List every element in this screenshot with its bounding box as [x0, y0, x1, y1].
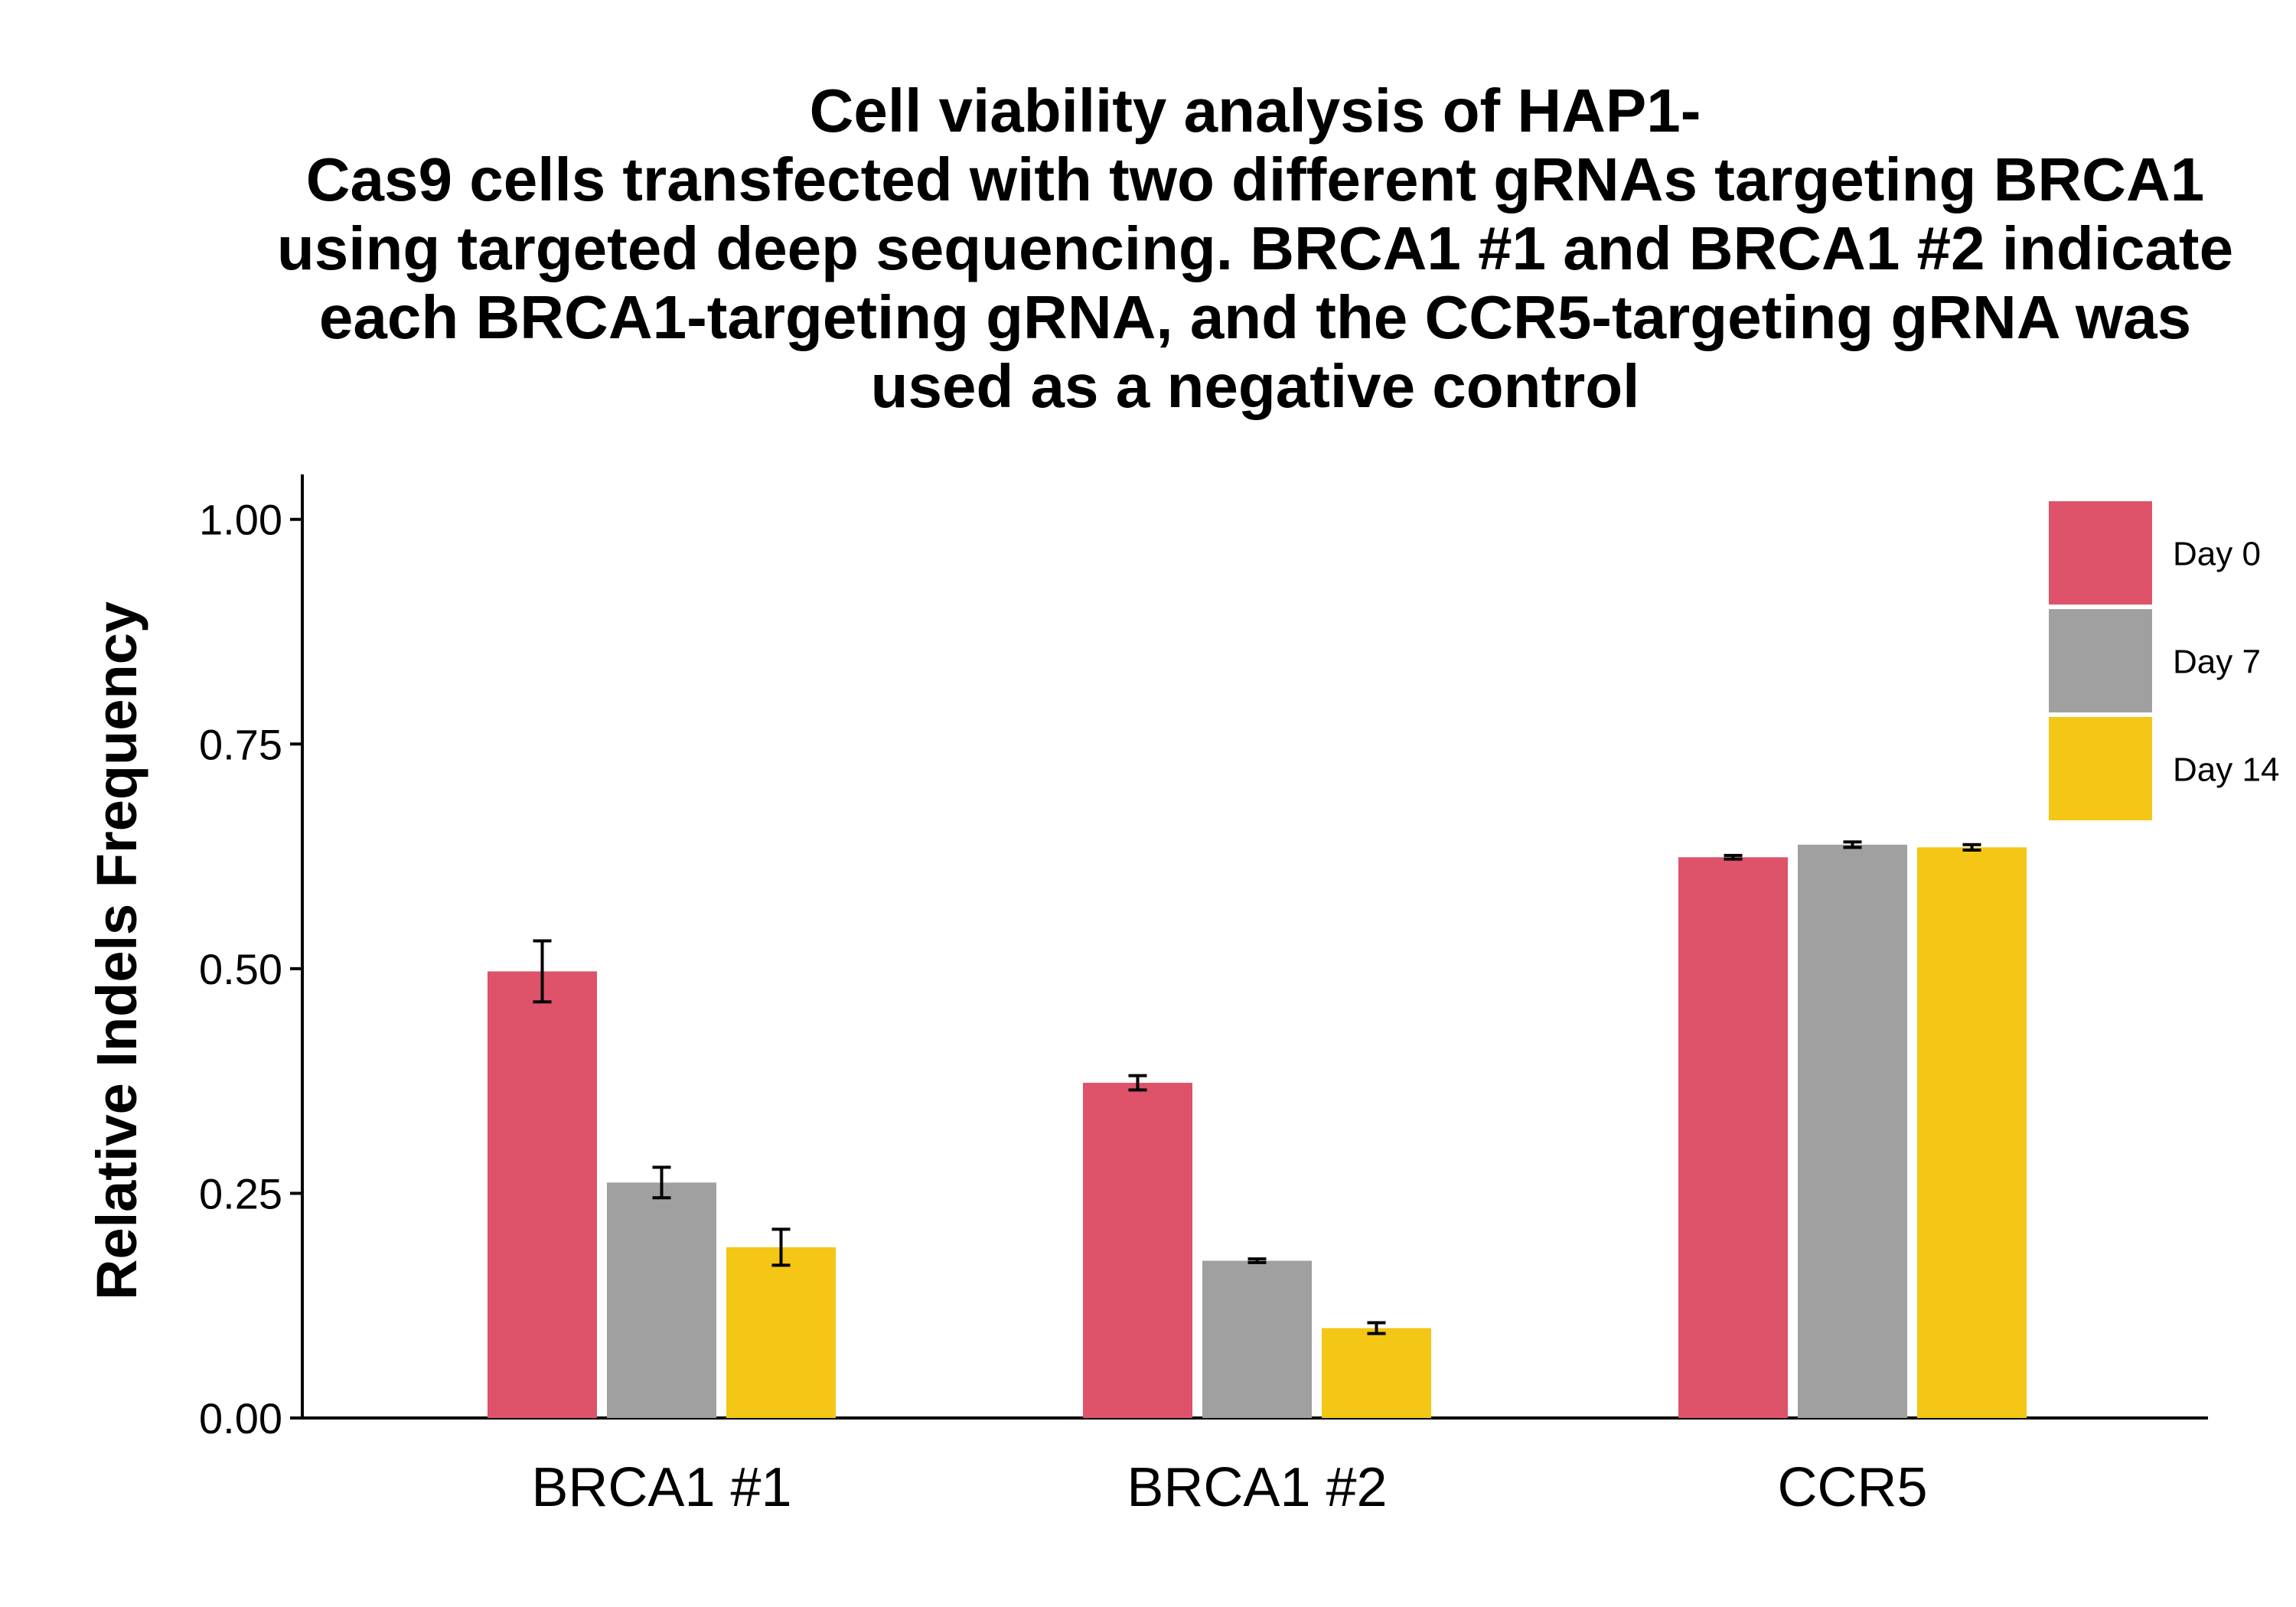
x-category-label: BRCA1 #1 — [531, 1457, 791, 1518]
legend-key-2 — [2049, 609, 2152, 712]
bar-2-3 — [1322, 1328, 1431, 1418]
bar-3-2 — [1798, 844, 1907, 1418]
bar-1-1 — [488, 971, 597, 1418]
y-tick-label: 0.75 — [199, 720, 282, 768]
title-line-5: used as a negative control — [870, 352, 1640, 420]
title-line-1: Cell viability analysis of HAP1- — [809, 77, 1701, 145]
x-category-label: BRCA1 #2 — [1127, 1457, 1387, 1518]
bar-1-3 — [726, 1247, 836, 1418]
y-tick-label: 0.25 — [199, 1169, 282, 1217]
title-line-2: Cas9 cells transfected with two differen… — [305, 145, 2205, 214]
legend-label-3: Day 14 — [2173, 751, 2279, 789]
legend-label-2: Day 7 — [2173, 644, 2261, 681]
title-line-4: each BRCA1-targeting gRNA, and the CCR5-… — [318, 283, 2192, 351]
bar-1-2 — [607, 1182, 716, 1418]
bar-2-2 — [1202, 1260, 1312, 1418]
y-tick-label: 0.50 — [199, 945, 282, 993]
y-axis-label: Relative Indels Frequency — [85, 601, 148, 1300]
legend-label-1: Day 0 — [2173, 536, 2261, 573]
x-category-label: CCR5 — [1777, 1457, 1927, 1518]
y-tick-label: 1.00 — [199, 496, 282, 544]
chart-title: Cell viability analysis of HAP1- Cas9 ce… — [237, 77, 2273, 421]
legend-key-3 — [2049, 717, 2152, 820]
bar-3-3 — [1917, 847, 2027, 1418]
bar-3-1 — [1678, 857, 1788, 1418]
bar-2-1 — [1083, 1082, 1192, 1418]
y-tick-label: 0.00 — [199, 1394, 282, 1442]
legend-key-1 — [2049, 501, 2152, 605]
title-line-3: using targeted deep sequencing. BRCA1 #1… — [276, 214, 2234, 282]
